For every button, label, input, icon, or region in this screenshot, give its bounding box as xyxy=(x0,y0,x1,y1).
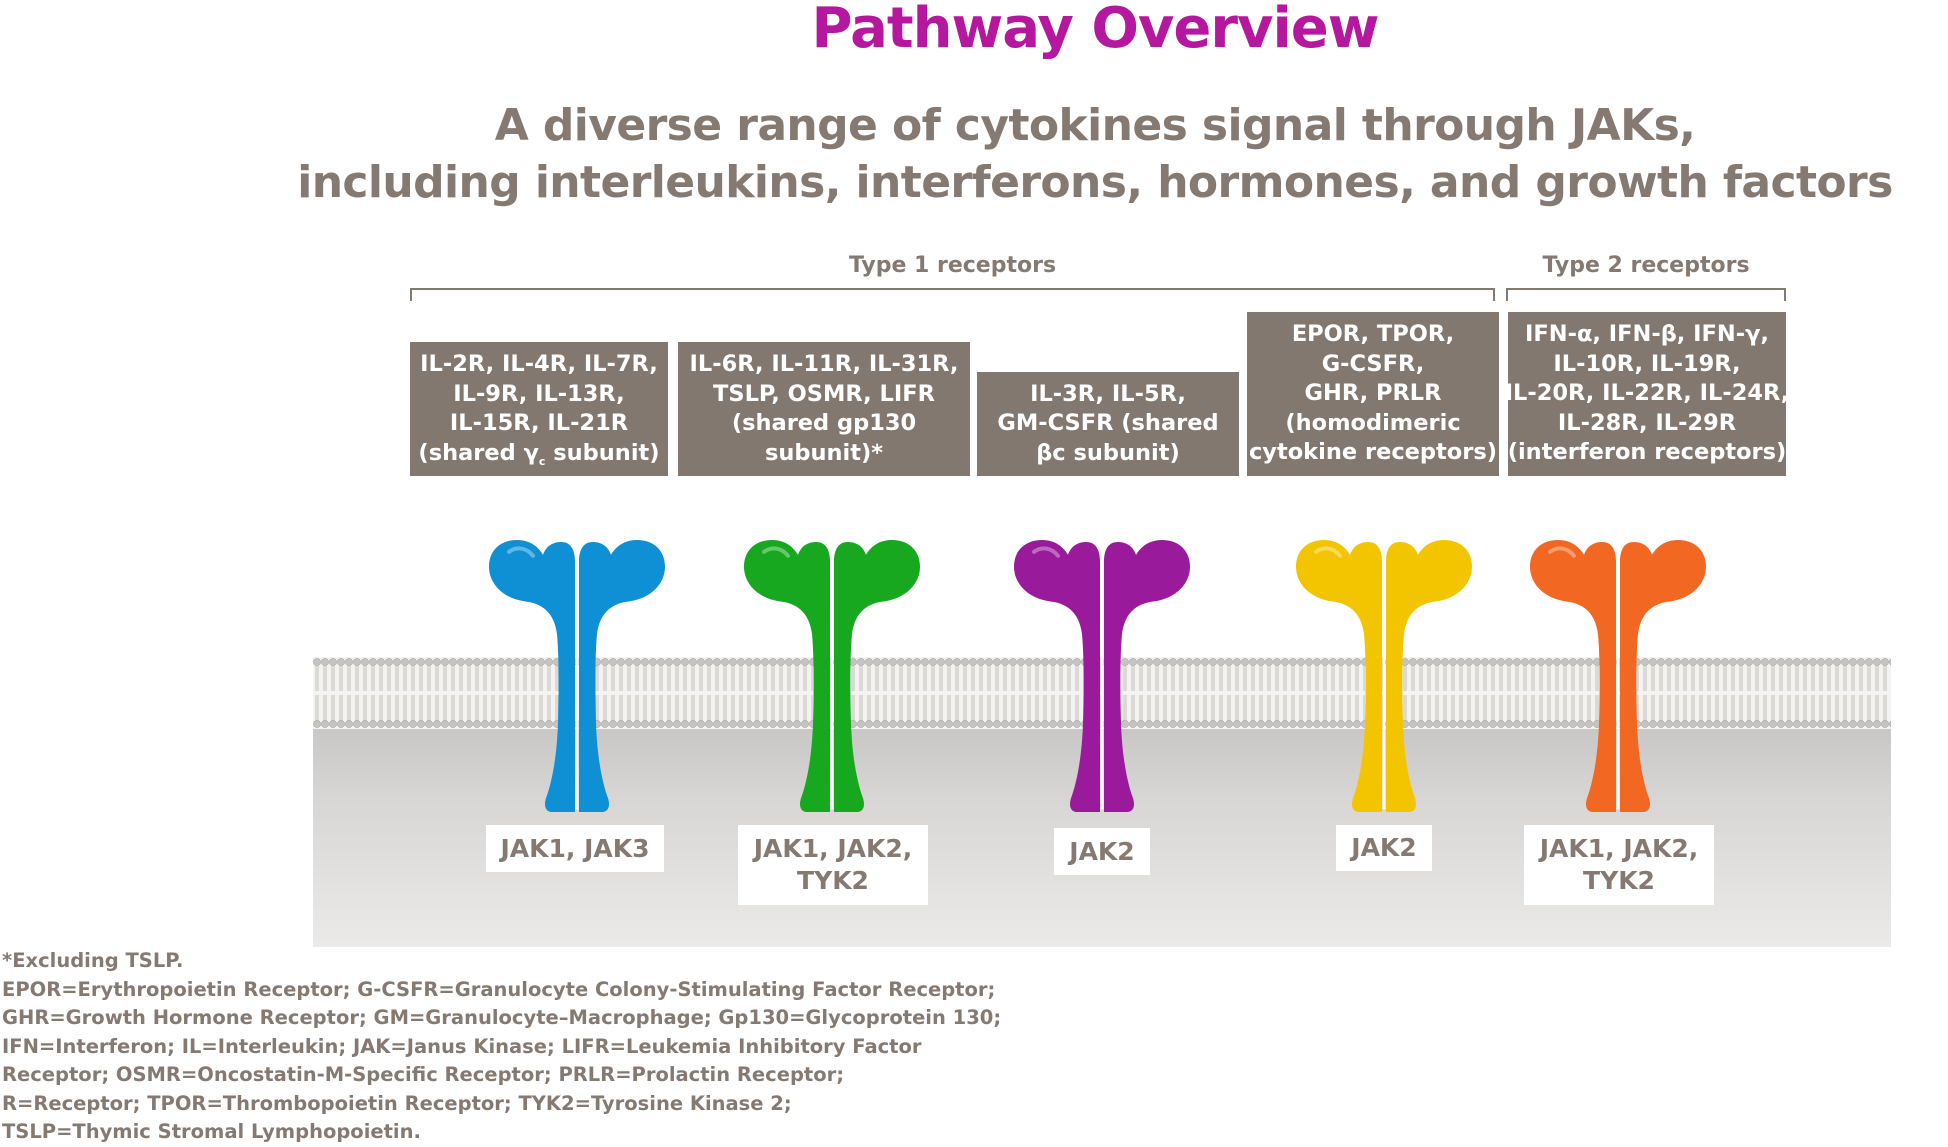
receptor-highlight xyxy=(1314,546,1342,558)
receptor-box-line: (shared gp130 xyxy=(731,410,917,436)
receptor-box-line: subunit)* xyxy=(764,439,884,466)
receptor-chain-right xyxy=(834,540,920,812)
receptor-box-line: GHR, PRLR xyxy=(1304,380,1442,407)
receptor-box-line: IL-28R, IL-29R xyxy=(1557,409,1737,436)
receptor-icon-orange xyxy=(1530,540,1706,812)
receptor-box-homodimeric: EPOR, TPOR, G-CSFR, GHR, PRLR (homodimer… xyxy=(1247,312,1499,476)
receptor-chain-left xyxy=(744,540,830,812)
footnote-line: R=Receptor; TPOR=Thrombopoietin Receptor… xyxy=(2,1091,792,1115)
receptor-box-line: IL-3R, IL-5R, xyxy=(1030,380,1186,407)
footnote-line: Receptor; OSMR=Oncostatin-M-Specific Rec… xyxy=(2,1063,845,1086)
receptor-icon-purple xyxy=(1014,540,1190,812)
receptor-box-line: (homodimeric xyxy=(1285,409,1461,436)
receptor-chain-left xyxy=(1530,540,1616,812)
receptor-box-beta-c: IL-3R, IL-5R, GM-CSFR (shared βc subunit… xyxy=(977,372,1239,476)
type2-bracket xyxy=(1506,288,1786,301)
jak-label-line: JAK1, JAK3 xyxy=(500,833,650,863)
jak-label-line: JAK1, JAK2, xyxy=(753,834,913,863)
footnote-line: EPOR=Erythropoietin Receptor; G-CSFR=Gra… xyxy=(2,977,996,1001)
type2-receptors-label: Type 2 receptors xyxy=(1542,253,1750,278)
jak-label-1: JAK1, JAK3 xyxy=(486,825,664,872)
receptor-box-line: IL-2R, IL-4R, IL-7R, xyxy=(420,351,658,377)
page-title: Pathway Overview xyxy=(811,0,1380,61)
receptor-box-line: IFN-α, IFN-β, IFN-γ, xyxy=(1525,321,1769,348)
receptor-icon-green xyxy=(744,540,920,812)
receptor-chain-right xyxy=(1620,540,1706,812)
receptor-box-text: (shared γ xyxy=(418,439,539,466)
receptor-box-common-gamma-chain: IL-2R, IL-4R, IL-7R, IL-9R, IL-13R, IL-1… xyxy=(410,342,668,476)
receptor-highlight xyxy=(762,546,790,558)
footnotes: *Excluding TSLP. EPOR=Erythropoietin Rec… xyxy=(2,947,1102,1147)
jak-label-2: JAK1, JAK2, TYK2 xyxy=(738,825,928,905)
receptor-box-line: EPOR, TPOR, xyxy=(1291,321,1455,348)
footnote-line: GHR=Growth Hormone Receptor; GM=Granuloc… xyxy=(2,1006,1002,1029)
jak-label-3: JAK2 xyxy=(1054,828,1150,875)
receptor-box-line: IL-20R, IL-22R, IL-24R, xyxy=(1504,380,1790,407)
footnote-line: *Excluding TSLP. xyxy=(2,949,184,972)
jak-label-line: TYK2 xyxy=(797,866,869,895)
receptor-chain-left xyxy=(489,540,575,812)
receptor-box-line: βc subunit) xyxy=(1036,439,1180,466)
jak-label-line: TYK2 xyxy=(1583,866,1655,895)
receptor-box-line: cytokine receptors) xyxy=(1248,439,1498,466)
receptor-highlight xyxy=(507,546,535,558)
receptor-box-gp130: IL-6R, IL-11R, IL-31R, TSLP, OSMR, LIFR … xyxy=(678,342,970,476)
receptor-highlight xyxy=(1548,546,1576,558)
receptor-box-line: (interferon receptors) xyxy=(1507,439,1787,466)
receptor-highlight xyxy=(1032,546,1060,558)
jak-label-5: JAK1, JAK2, TYK2 xyxy=(1524,825,1714,905)
footnote-line: TSLP=Thymic Stromal Lymphopoietin. xyxy=(2,1120,421,1143)
receptor-box-line: (shared γc subunit) xyxy=(418,439,659,469)
receptor-chain-left xyxy=(1014,540,1100,812)
jak-label-line: JAK2 xyxy=(1069,836,1135,866)
receptor-box-text: subunit) xyxy=(545,439,660,466)
receptor-chain-right xyxy=(579,540,665,812)
jak-label-line: JAK2 xyxy=(1351,833,1417,862)
receptor-chain-right xyxy=(1104,540,1190,812)
receptor-box-line: TSLP, OSMR, LIFR xyxy=(713,380,935,407)
type1-receptors-label: Type 1 receptors xyxy=(848,253,1057,278)
type1-bracket xyxy=(410,288,1495,301)
receptor-box-line: IL-10R, IL-19R, xyxy=(1553,350,1741,377)
footnote-line: IFN=Interferon; IL=Interleukin; JAK=Janu… xyxy=(2,1034,922,1058)
receptor-box-line: IL-6R, IL-11R, IL-31R, xyxy=(689,351,959,377)
receptor-icon-yellow xyxy=(1296,540,1472,812)
receptor-chain-left xyxy=(1296,540,1382,812)
jak-label-line: JAK1, JAK2, xyxy=(1539,834,1699,863)
subtitle-line-2: including interleukins, interferons, hor… xyxy=(297,157,1893,208)
receptor-box-line: GM-CSFR (shared xyxy=(997,410,1219,437)
receptor-box-interferon: IFN-α, IFN-β, IFN-γ, IL-10R, IL-19R, IL-… xyxy=(1505,312,1789,476)
jak-label-4: JAK2 xyxy=(1336,825,1432,871)
receptor-box-line: IL-9R, IL-13R, xyxy=(453,380,625,407)
subtitle-line-1: A diverse range of cytokines signal thro… xyxy=(494,100,1696,151)
gamma-subscript: c xyxy=(538,454,546,468)
receptor-chain-right xyxy=(1386,540,1472,812)
receptor-box-line: G-CSFR, xyxy=(1321,350,1425,377)
receptor-box-line: IL-15R, IL-21R xyxy=(449,410,629,436)
receptor-icon-blue xyxy=(489,540,665,812)
